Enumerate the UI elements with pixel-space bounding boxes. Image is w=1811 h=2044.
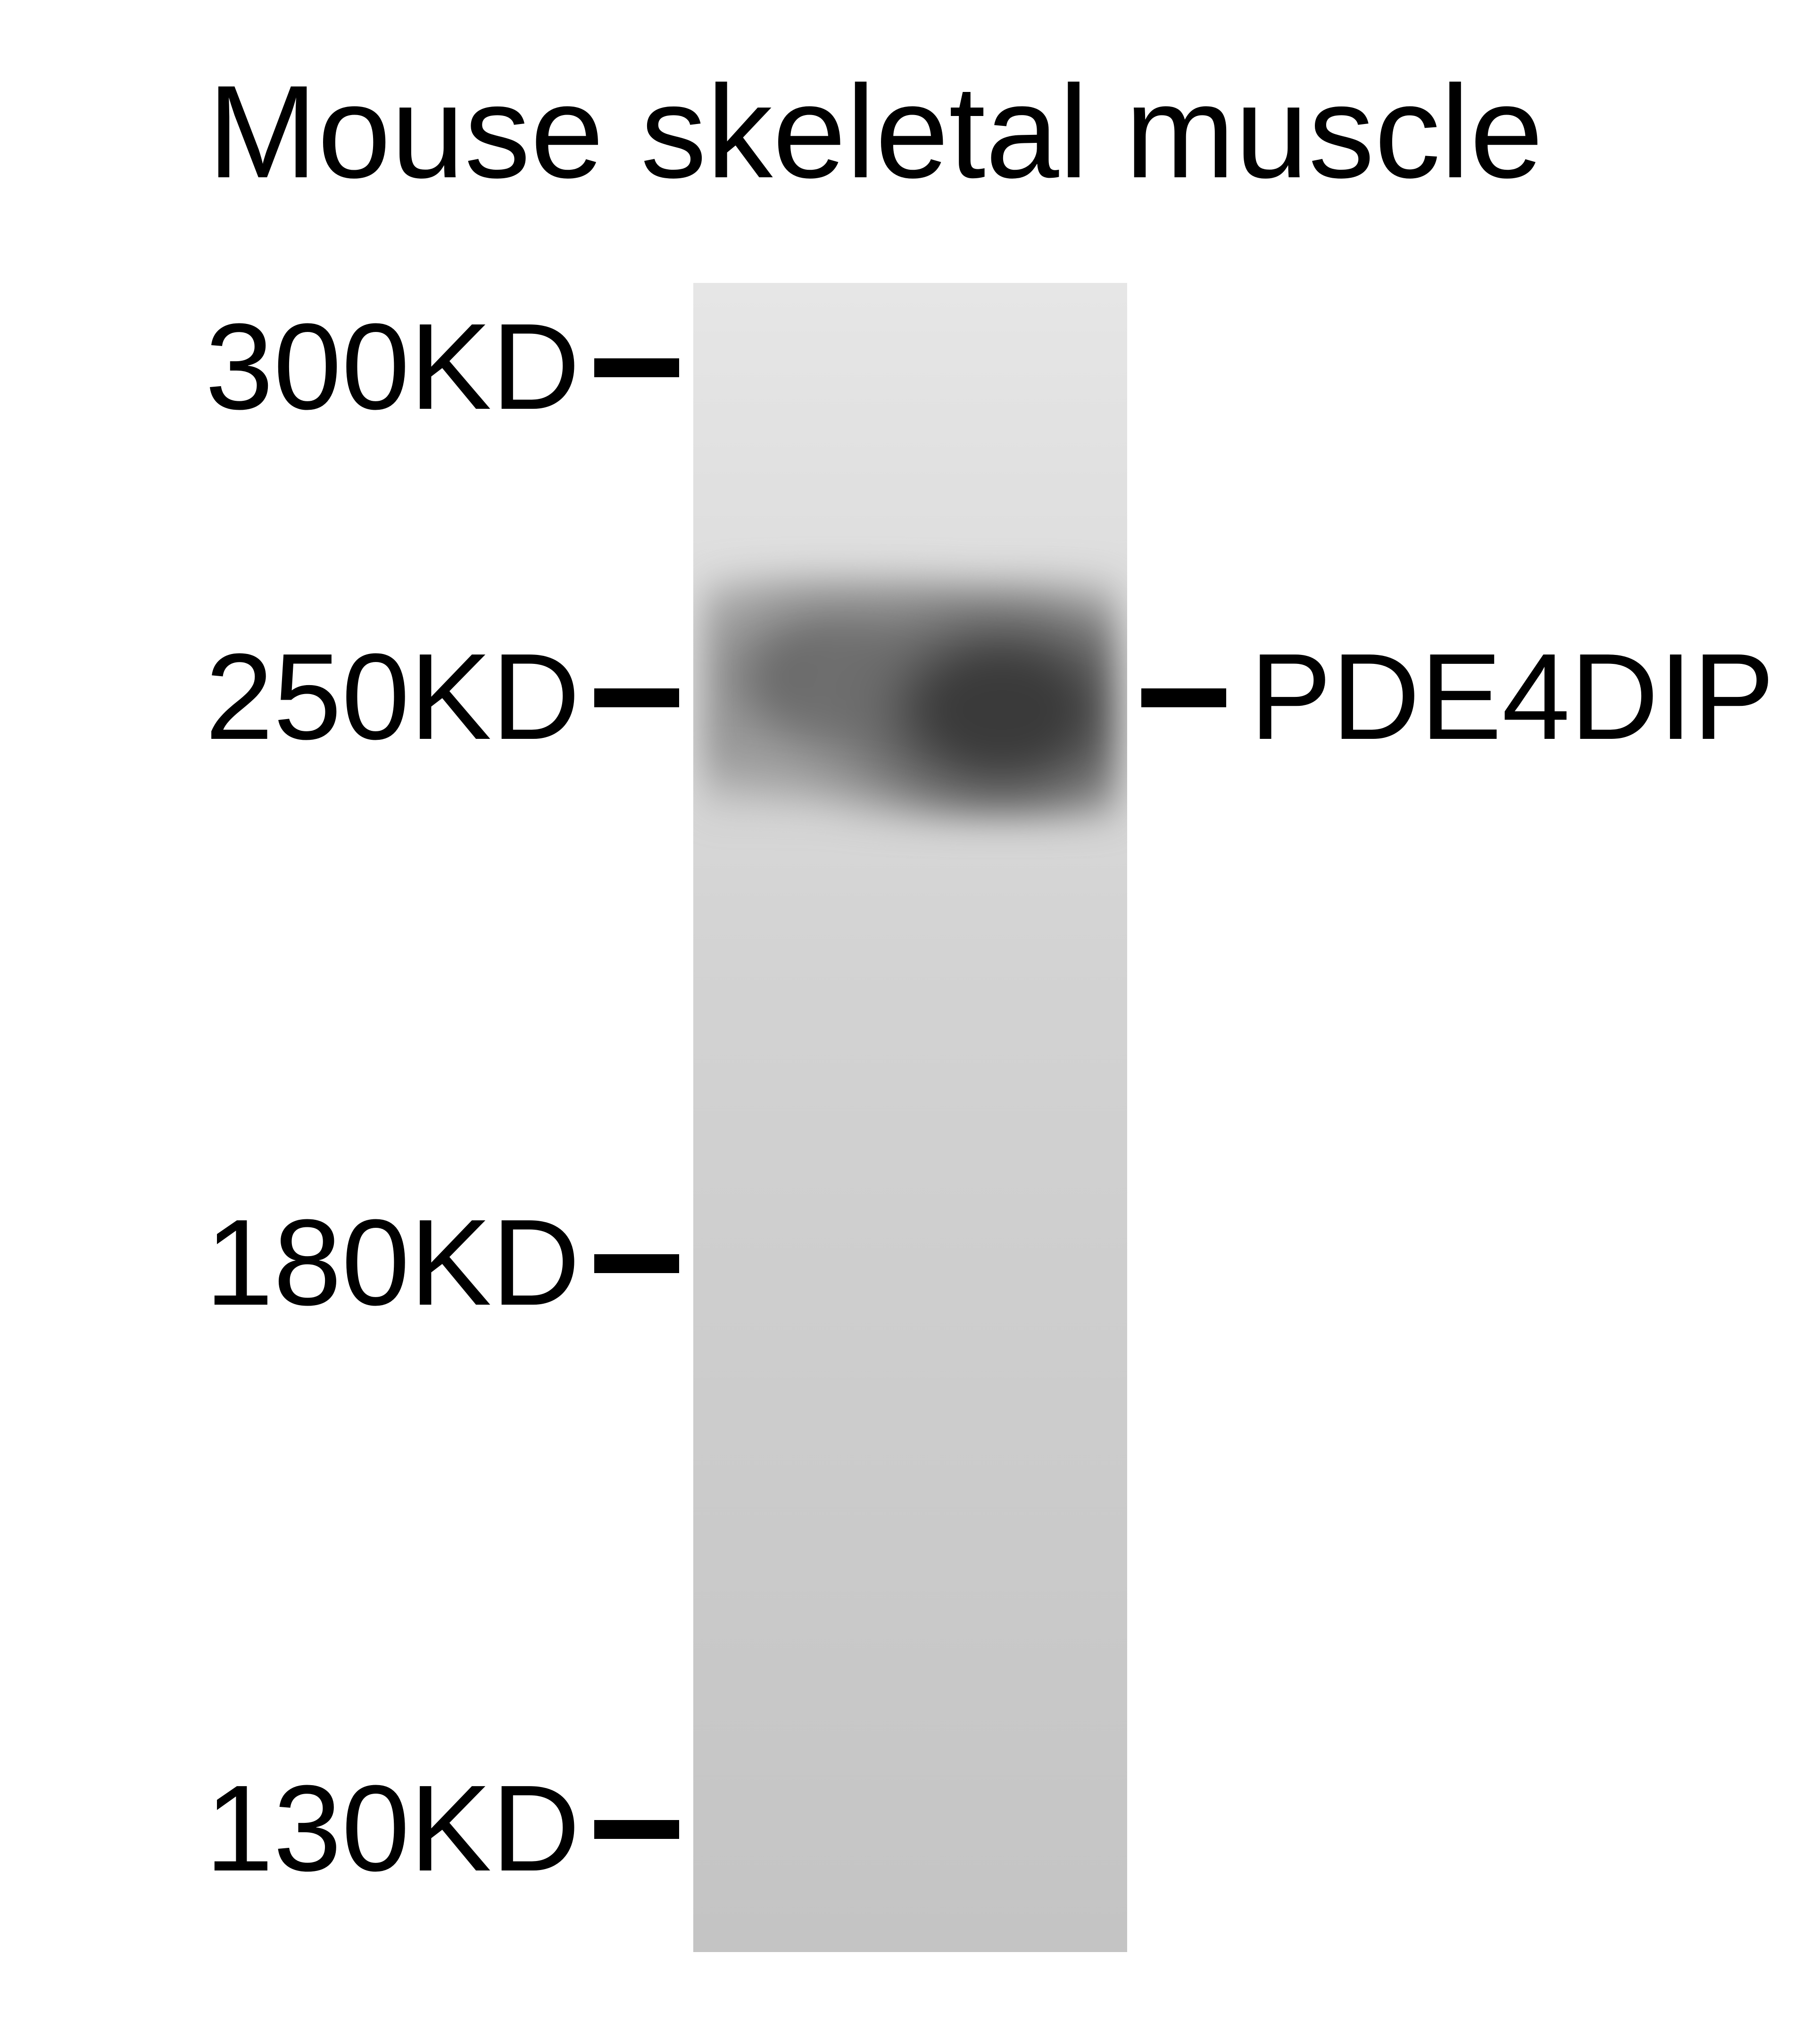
mw-tick: [594, 688, 679, 707]
blot-lane: [693, 283, 1127, 1952]
protein-label-tick: [1141, 688, 1226, 707]
mw-tick: [594, 358, 679, 377]
mw-label: 300KD: [205, 297, 580, 438]
mw-label: 250KD: [205, 627, 580, 768]
mw-label: 130KD: [205, 1758, 580, 1899]
blot-figure: Mouse skeletal muscle 300KD 250KD 180KD 130…: [0, 0, 1811, 2044]
protein-band: [703, 575, 1118, 820]
mw-label: 180KD: [205, 1192, 580, 1333]
mw-tick: [594, 1820, 679, 1839]
protein-label: PDE4DIP: [1250, 627, 1775, 768]
mw-tick: [594, 1254, 679, 1273]
lane-title: Mouse skeletal muscle: [208, 57, 1543, 208]
